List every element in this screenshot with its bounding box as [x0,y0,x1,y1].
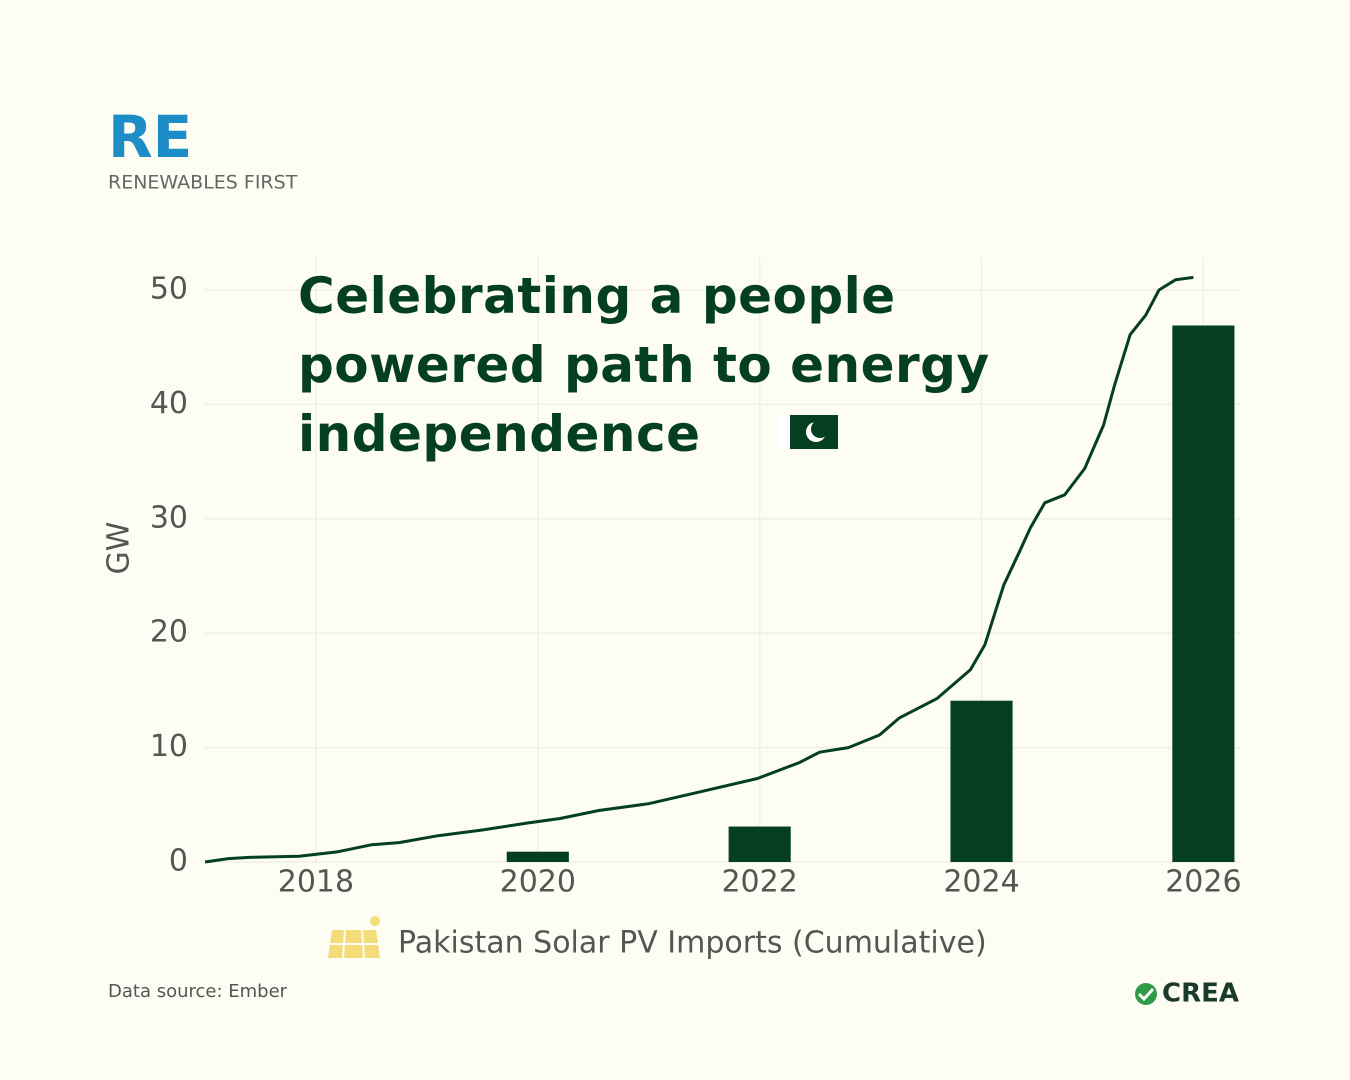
chart-title: Celebrating a people powered path to ene… [298,267,990,463]
line [204,275,1194,864]
x-tick-label: 2020 [500,865,576,900]
x-tick-label: 2022 [721,865,797,900]
brand-icon [1135,983,1157,1005]
logo-mark: RE [108,103,192,171]
y-axis-label: GW [102,522,137,575]
y-tick-label: 10 [150,729,188,764]
y-tick-label: 30 [150,500,188,535]
bar [950,700,1013,862]
bar [728,826,791,862]
bar [506,851,569,862]
x-tick-label: 2024 [943,865,1019,900]
flag [778,415,838,449]
x-tick-label: 2026 [1165,865,1241,900]
y-tick-label: 20 [150,615,188,650]
y-tick-label: 50 [150,272,188,307]
y-tick-label: 0 [169,844,188,879]
logo-name: RENEWABLES FIRST [108,172,298,194]
source: Data source: Ember [108,981,288,1002]
x-tick-label: 2018 [278,865,354,900]
legend-label: Pakistan Solar PV Imports (Cumulative) [398,926,987,961]
legend-icon [328,916,380,959]
brand: CREA [1162,979,1239,1009]
bar [1172,325,1235,862]
y-tick-label: 40 [150,386,188,421]
